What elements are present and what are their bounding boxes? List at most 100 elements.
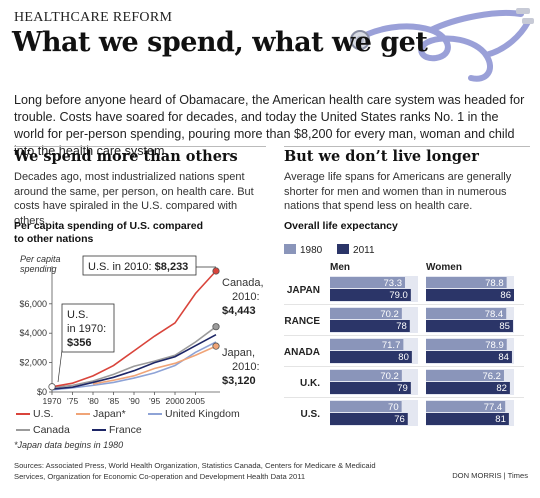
bar-men-1980 <box>330 401 402 412</box>
x-tick-label: 2000 <box>166 396 185 406</box>
spending-line-chart: Per capita spending $0 $2,000 $4,000 $6,000… <box>19 254 264 406</box>
sources: Sources: Associated Press, World Health … <box>14 461 376 481</box>
left-body: Decades ago, most industrialized nations… <box>14 171 254 227</box>
x-tick-label: 1970 <box>43 396 62 406</box>
value-label-women-2011: 84 <box>498 352 509 363</box>
women-header: Women <box>426 262 462 273</box>
country-label: FRANCE <box>284 316 320 327</box>
legend-label-japan: Japan* <box>93 408 126 420</box>
endpoint-dot-japan <box>212 342 220 350</box>
value-label-men-1980: 71.7 <box>382 340 401 351</box>
bar-women-1980 <box>426 339 507 350</box>
y-axis-label-1: Per capita <box>20 254 61 264</box>
series-line-france <box>51 333 217 390</box>
bar-men-1980 <box>330 308 402 319</box>
value-label-women-1980: 76.2 <box>482 371 501 382</box>
series-line-canada <box>51 326 217 389</box>
life-rows: JAPAN73.379.078.886FRANCE70.27878.485CAN… <box>284 276 524 426</box>
endpoint-dots <box>48 267 220 391</box>
stethoscope-illustration <box>350 8 534 82</box>
legend-label-2011: 2011 <box>353 245 375 256</box>
right-heading: But we don’t live longer <box>284 148 479 165</box>
endpoint-dot-us-1970 <box>48 383 56 391</box>
callout-us-1970-l2: in 1970: <box>67 323 106 335</box>
value-label-men-2011: 78 <box>396 321 407 332</box>
callout-canada: Canada, 2010: $4,443 <box>222 277 264 317</box>
bar-women-2011 <box>426 320 513 332</box>
value-label-women-2011: 86 <box>500 290 511 301</box>
bar-women-1980 <box>426 277 507 288</box>
callout-japan-l1: Japan, <box>222 347 255 359</box>
value-label-women-1980: 78.8 <box>485 278 504 289</box>
intro-text: Long before anyone heard of Obamacare, t… <box>14 93 525 158</box>
bar-men-2011 <box>330 382 411 394</box>
bar-men-2011 <box>330 289 411 301</box>
value-label-women-1980: 78.9 <box>485 340 504 351</box>
bar-men-2011 <box>330 320 410 332</box>
bar-men-2011 <box>330 413 408 425</box>
value-label-men-2011: 80 <box>398 352 409 363</box>
legend-swatch-france <box>92 429 106 432</box>
value-label-women-1980: 77.4 <box>484 402 503 413</box>
x-tick-label: ’75 <box>67 396 79 406</box>
bar-men-2011 <box>330 351 412 363</box>
men-header: Men <box>330 262 350 273</box>
value-label-women-2011: 81 <box>495 414 506 425</box>
callout-japan-value: $3,120 <box>222 375 256 387</box>
life-chart-title: Overall life expectancy <box>284 220 398 232</box>
value-label-men-1980: 73.3 <box>384 278 403 289</box>
spending-chart-title-line1: Per capita spending of U.S. compared <box>14 220 204 232</box>
country-label: JAPAN <box>287 285 320 296</box>
x-tick-label: ’85 <box>108 396 120 406</box>
value-label-men-2011: 79 <box>397 383 408 394</box>
legend-swatch-2011 <box>337 244 350 254</box>
bar-women-2011 <box>426 382 510 394</box>
legend-swatch-canada <box>16 429 30 432</box>
left-heading: We spend more than others <box>14 148 238 165</box>
x-tick-label: ’90 <box>128 396 140 406</box>
country-label: U.S. <box>301 409 321 420</box>
y-tick-label: $4,000 <box>19 328 47 338</box>
bar-women-2011 <box>426 289 514 301</box>
legend-label-1980: 1980 <box>300 245 323 256</box>
callout-japan-l2: 2010: <box>232 361 260 373</box>
bar-women-1980 <box>426 401 506 412</box>
legend-swatch-1980 <box>284 244 296 254</box>
callout-japan: Japan, 2010: $3,120 <box>222 347 260 387</box>
value-label-women-2011: 82 <box>496 383 507 394</box>
legend-item-france: France <box>92 424 142 436</box>
bar-women-2011 <box>426 351 512 363</box>
bar-women-1980 <box>426 370 504 381</box>
callout-us-2010-label: U.S. in 2010: <box>88 261 155 273</box>
left-rule <box>14 146 266 147</box>
life-expectancy-chart: Men Women JAPAN73.379.078.886FRANCE70.27… <box>284 262 524 426</box>
right-rule <box>284 146 530 147</box>
callout-us-1970-value: $356 <box>67 337 91 349</box>
spending-chart-title-line2: to other nations <box>14 233 94 245</box>
right-body: Average life spans for Americans are gen… <box>284 171 512 212</box>
y-tick-label: $2,000 <box>19 358 47 368</box>
endpoint-dot-canada <box>212 323 220 331</box>
endpoint-dot-us <box>212 267 220 275</box>
callout-us-2010: U.S. in 2010: $8,233 <box>82 255 216 276</box>
y-axis: $0 $2,000 $4,000 $6,000 <box>19 266 53 397</box>
japan-footnote: *Japan data begins in 1980 <box>14 440 124 450</box>
legend-label-canada: Canada <box>33 424 70 436</box>
value-label-men-2011: 79.0 <box>389 290 408 301</box>
callout-canada-value: $4,443 <box>222 305 256 317</box>
life-legend: 1980 2011 <box>284 244 375 256</box>
svg-text:U.S. in 2010: $8,233: U.S. in 2010: $8,233 <box>88 261 188 273</box>
x-tick-label: 2005 <box>186 396 205 406</box>
value-label-men-1980: 70.2 <box>380 309 399 320</box>
legend-label-france: France <box>109 424 142 436</box>
y-tick-label: $0 <box>37 387 47 397</box>
callout-canada-l2: 2010: <box>232 291 260 303</box>
country-label: U.K. <box>300 378 320 389</box>
legend-label-uk: United Kingdom <box>165 408 240 420</box>
callout-us-1970: U.S. in 1970: $356 <box>57 303 115 383</box>
value-label-men-2011: 76 <box>394 414 405 425</box>
x-tick-label: ’80 <box>87 396 99 406</box>
x-tick-label: ’95 <box>149 396 161 406</box>
spending-chart-title: Per capita spending of U.S. compared to … <box>14 220 274 246</box>
bar-women-2011 <box>426 413 509 425</box>
